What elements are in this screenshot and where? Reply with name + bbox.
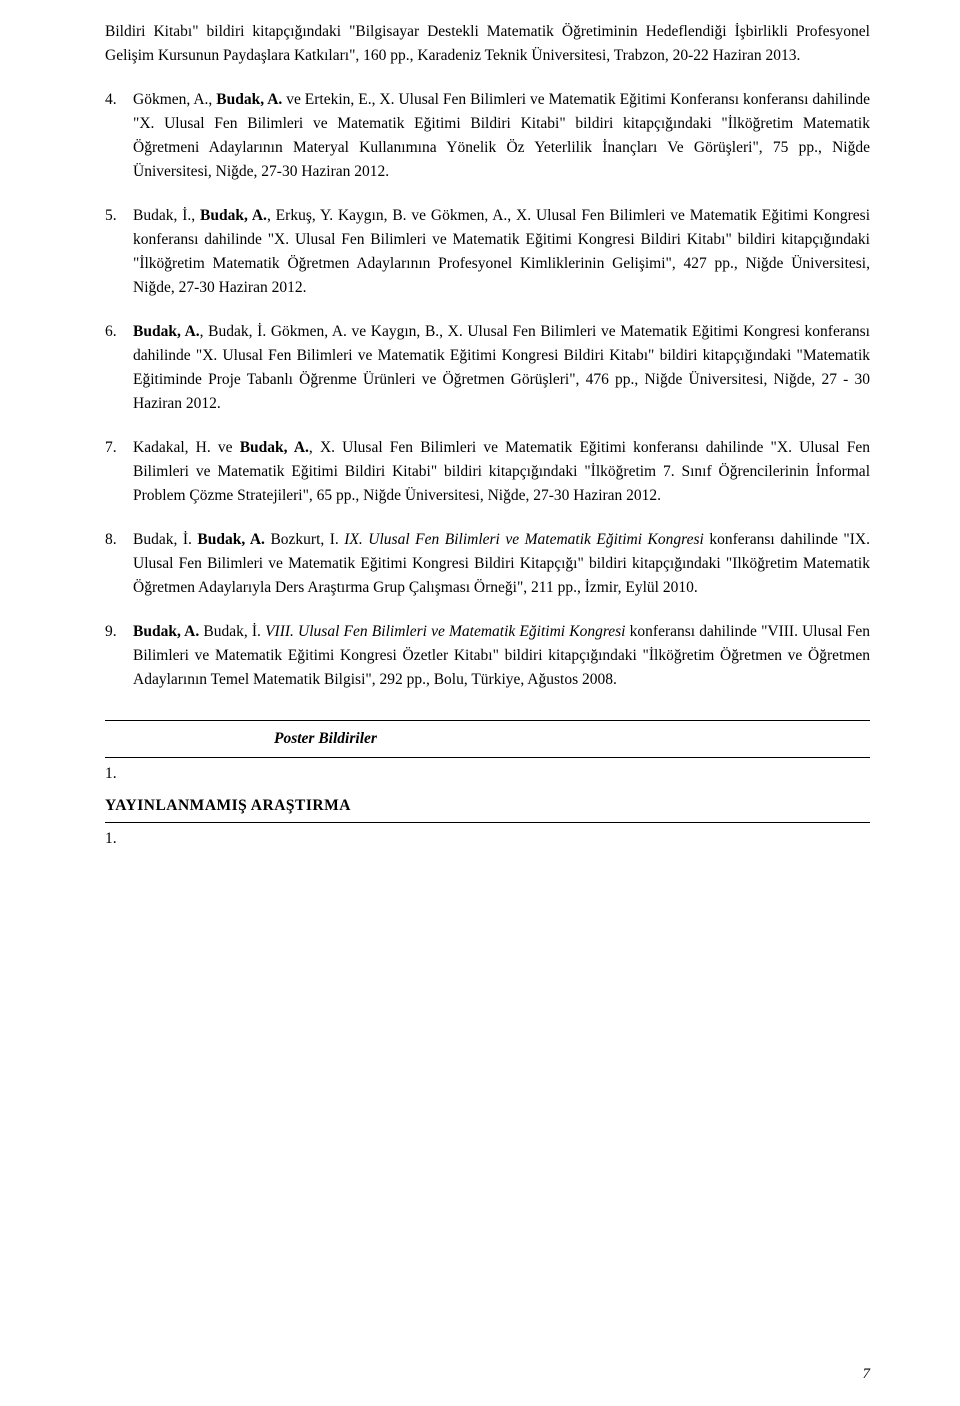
reference-list: Gökmen, A., Budak, A. ve Ertekin, E., X.… bbox=[105, 88, 870, 692]
ref-author-bold: Budak, A. bbox=[200, 207, 267, 224]
unpublished-heading: YAYINLANMAMIŞ ARAŞTIRMA bbox=[105, 790, 870, 823]
reference-item-6: Budak, A., Budak, İ. Gökmen, A. ve Kaygı… bbox=[105, 320, 870, 416]
reference-item-4: Gökmen, A., Budak, A. ve Ertekin, E., X.… bbox=[105, 88, 870, 184]
ref-author-bold: Budak, A. bbox=[216, 91, 282, 108]
ref-text: Kadakal, H. ve bbox=[133, 439, 240, 456]
ref-title-italic: VIII. Ulusal Fen Bilimleri ve Matematik … bbox=[265, 623, 625, 640]
reference-item-8: Budak, İ. Budak, A. Bozkurt, I. IX. Ulus… bbox=[105, 528, 870, 600]
section-left-blank bbox=[105, 721, 270, 757]
reference-item-7: Kadakal, H. ve Budak, A., X. Ulusal Fen … bbox=[105, 436, 870, 508]
ref-author-bold: Budak, A. bbox=[133, 623, 199, 640]
reference-item-5: Budak, İ., Budak, A., Erkuş, Y. Kaygın, … bbox=[105, 204, 870, 300]
poster-section: Poster Bildiriler 1. YAYINLANMAMIŞ ARAŞT… bbox=[105, 720, 870, 855]
poster-heading: Poster Bildiriler bbox=[270, 721, 870, 757]
ref-text: Bozkurt, I. bbox=[265, 531, 344, 548]
reference-item-9: Budak, A. Budak, İ. VIII. Ulusal Fen Bil… bbox=[105, 620, 870, 692]
ref-author-bold: Budak, A. bbox=[133, 323, 200, 340]
ref-text: , Budak, İ. Gökmen, A. ve Kaygın, B., X.… bbox=[133, 323, 870, 412]
ref-text: Budak, İ. bbox=[133, 531, 197, 548]
ref-text: Budak, İ., bbox=[133, 207, 200, 224]
ref-text: Budak, İ. bbox=[199, 623, 265, 640]
ref-author-bold: Budak, A. bbox=[197, 531, 265, 548]
ref-text: Gökmen, A., bbox=[133, 91, 216, 108]
unpublished-item-number: 1. bbox=[105, 823, 870, 855]
poster-item-number: 1. bbox=[105, 758, 870, 790]
ref-title-italic: IX. Ulusal Fen Bilimleri ve Matematik Eğ… bbox=[344, 531, 704, 548]
ref-author-bold: Budak, A. bbox=[240, 439, 309, 456]
continuation-paragraph: Bildiri Kitabı" bildiri kitapçığındaki "… bbox=[105, 20, 870, 68]
page-number: 7 bbox=[863, 1363, 871, 1386]
